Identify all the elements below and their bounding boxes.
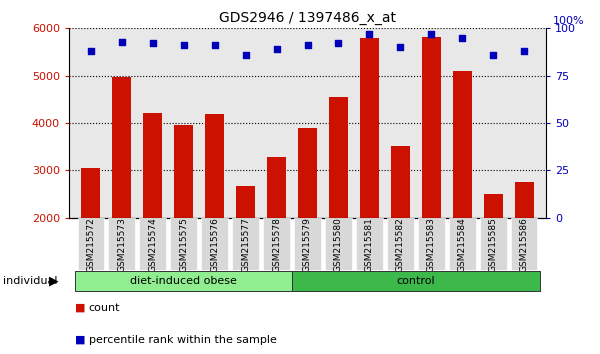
Text: percentile rank within the sample: percentile rank within the sample [89, 335, 277, 345]
Bar [143, 113, 162, 218]
FancyBboxPatch shape [295, 218, 320, 270]
FancyBboxPatch shape [292, 271, 540, 291]
Text: GSM215582: GSM215582 [396, 217, 405, 272]
FancyBboxPatch shape [109, 218, 135, 270]
Text: GSM215574: GSM215574 [148, 217, 157, 272]
Point [179, 42, 188, 48]
Text: GSM215586: GSM215586 [520, 217, 529, 272]
FancyBboxPatch shape [170, 218, 197, 270]
FancyBboxPatch shape [511, 218, 538, 270]
Bar [391, 146, 410, 218]
Text: GSM215573: GSM215573 [117, 217, 126, 272]
Text: count: count [89, 303, 120, 313]
Text: GSM215577: GSM215577 [241, 217, 250, 272]
Text: GSM215575: GSM215575 [179, 217, 188, 272]
Bar [205, 114, 224, 218]
Bar [175, 125, 193, 218]
Text: GSM215572: GSM215572 [86, 217, 95, 272]
Point [86, 48, 95, 54]
Text: 100%: 100% [553, 16, 584, 25]
Text: GSM215583: GSM215583 [427, 217, 436, 272]
Bar [360, 38, 379, 218]
FancyBboxPatch shape [480, 218, 506, 270]
Point [241, 52, 250, 58]
FancyBboxPatch shape [139, 218, 166, 270]
Point [488, 52, 498, 58]
Point [303, 42, 313, 48]
FancyBboxPatch shape [387, 218, 413, 270]
Point [272, 46, 281, 52]
Bar [515, 182, 533, 218]
Point [210, 42, 220, 48]
Text: ■: ■ [75, 335, 86, 345]
Bar [484, 194, 503, 218]
Text: individual: individual [3, 276, 58, 286]
Point [395, 45, 405, 50]
Text: control: control [397, 276, 435, 286]
Text: diet-induced obese: diet-induced obese [130, 276, 237, 286]
FancyBboxPatch shape [77, 218, 104, 270]
Text: GSM215579: GSM215579 [303, 217, 312, 272]
Bar [267, 157, 286, 218]
Point [458, 35, 467, 41]
Text: GSM215576: GSM215576 [210, 217, 219, 272]
Text: GSM215581: GSM215581 [365, 217, 374, 272]
FancyBboxPatch shape [325, 218, 352, 270]
Text: GSM215585: GSM215585 [489, 217, 498, 272]
FancyBboxPatch shape [232, 218, 259, 270]
Bar [298, 128, 317, 218]
Text: ▶: ▶ [49, 275, 59, 287]
Bar [236, 185, 255, 218]
Text: GSM215580: GSM215580 [334, 217, 343, 272]
Bar [453, 71, 472, 218]
Bar [112, 76, 131, 218]
Text: ■: ■ [75, 303, 86, 313]
Point [334, 41, 343, 46]
Point [117, 39, 127, 44]
Point [148, 41, 157, 46]
Text: GSM215584: GSM215584 [458, 217, 467, 272]
Point [427, 31, 436, 37]
Bar [422, 37, 440, 218]
Bar [82, 167, 100, 218]
FancyBboxPatch shape [356, 218, 383, 270]
FancyBboxPatch shape [418, 218, 445, 270]
FancyBboxPatch shape [263, 218, 290, 270]
Point [520, 48, 529, 54]
FancyBboxPatch shape [75, 271, 292, 291]
FancyBboxPatch shape [202, 218, 228, 270]
Bar [329, 97, 348, 218]
Title: GDS2946 / 1397486_x_at: GDS2946 / 1397486_x_at [219, 11, 396, 24]
Text: GSM215578: GSM215578 [272, 217, 281, 272]
Point [365, 31, 374, 37]
FancyBboxPatch shape [449, 218, 476, 270]
